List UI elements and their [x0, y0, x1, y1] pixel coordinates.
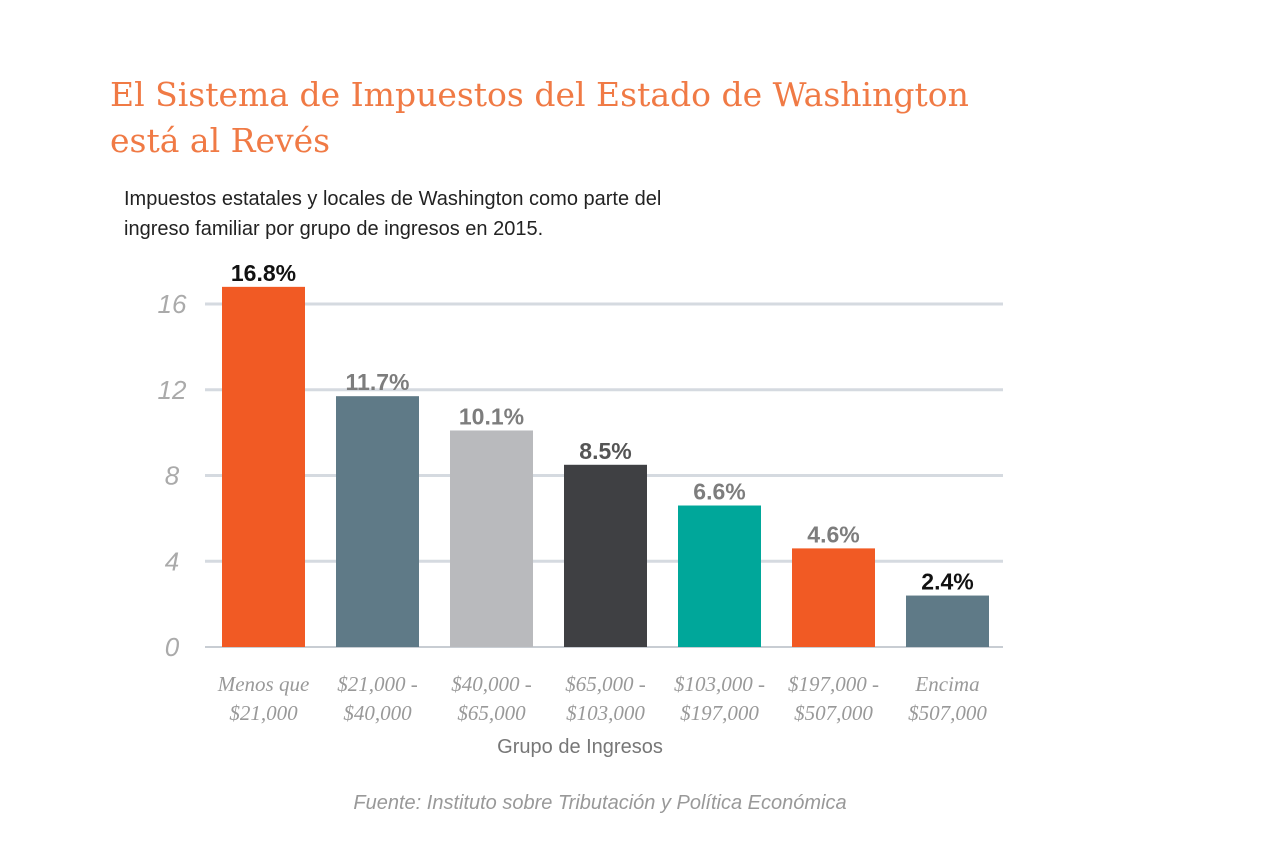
chart-subtitle: Impuestos estatales y locales de Washing…	[124, 184, 804, 244]
y-tick-label: 8	[165, 461, 180, 491]
y-tick-label: 0	[165, 632, 180, 662]
x-tick-label: $197,000 -	[788, 672, 879, 696]
title-line-1: El Sistema de Impuestos del Estado de Wa…	[110, 75, 969, 114]
source-note: Fuente: Instituto sobre Tributación y Po…	[353, 792, 847, 814]
data-label: 8.5%	[579, 438, 631, 464]
x-tick-label: $21,000 -	[337, 672, 418, 696]
x-tick-label: Menos que	[217, 672, 310, 696]
bar	[792, 548, 875, 647]
x-tick-label: $103,000 -	[674, 672, 765, 696]
x-tick-label: Encima	[914, 672, 979, 696]
bar	[906, 595, 989, 647]
data-label: 11.7%	[346, 369, 410, 395]
x-tick-label: $21,000	[229, 701, 298, 725]
y-tick-label: 4	[165, 546, 179, 576]
y-tick-label: 12	[158, 375, 187, 405]
bar	[678, 505, 761, 647]
bar	[222, 286, 305, 647]
data-label: 4.6%	[807, 521, 859, 547]
x-tick-label: $65,000	[457, 701, 526, 725]
data-label: 16.8%	[231, 260, 296, 286]
x-tick-label: $103,000	[566, 701, 645, 725]
y-tick-label: 16	[158, 289, 187, 319]
x-tick-label: $197,000	[680, 701, 759, 725]
x-tick-label: $40,000	[343, 701, 412, 725]
bar	[336, 396, 419, 647]
bar	[450, 430, 533, 647]
x-tick-label: $507,000	[794, 701, 873, 725]
x-axis-label: Grupo de Ingresos	[497, 736, 663, 758]
data-label: 6.6%	[693, 479, 745, 505]
data-label: 2.4%	[921, 569, 973, 595]
chart-title: El Sistema de Impuestos del Estado de Wa…	[110, 72, 969, 164]
x-tick-label: $40,000 -	[451, 672, 532, 696]
title-line-2: está al Revés	[110, 121, 331, 160]
x-tick-label: $65,000 -	[565, 672, 646, 696]
bar	[564, 464, 647, 647]
subtitle-line-2: ingreso familiar por grupo de ingresos e…	[124, 218, 544, 240]
x-tick-label: $507,000	[908, 701, 987, 725]
subtitle-line-1: Impuestos estatales y locales de Washing…	[124, 188, 662, 210]
data-label: 10.1%	[459, 403, 524, 429]
